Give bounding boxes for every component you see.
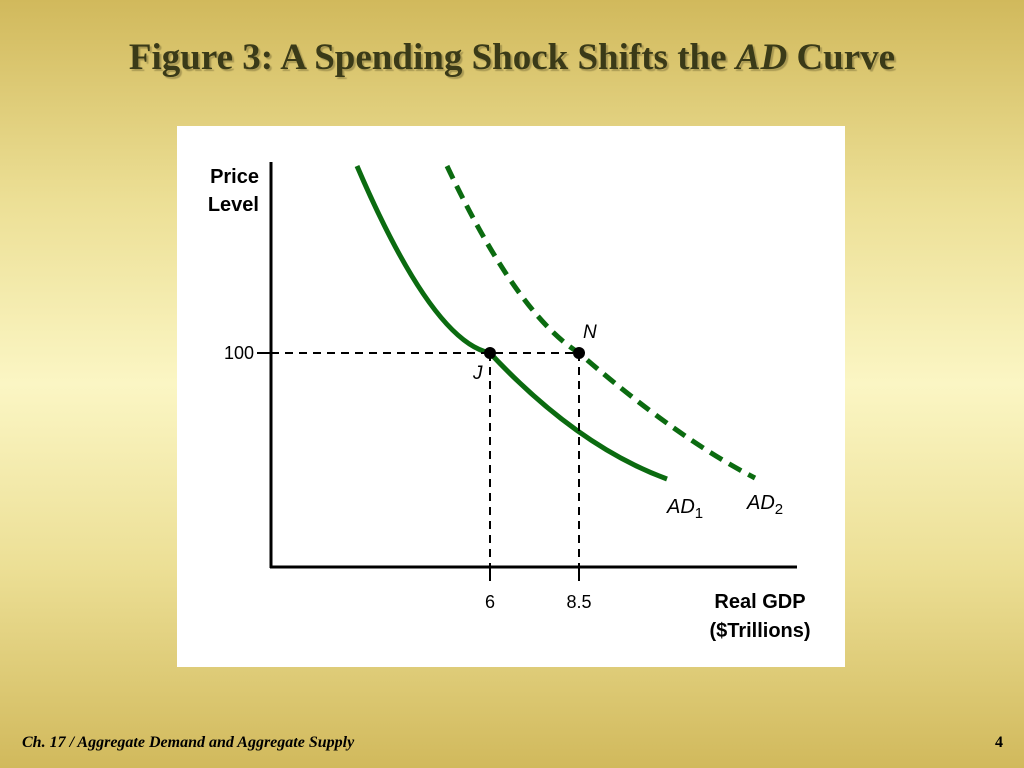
title-prefix: Figure 3: A Spending Shock Shifts the xyxy=(128,37,736,78)
chart-panel: 6 8.5 100 J N AD1 AD2 Price Level Real GDP ($Trill… xyxy=(177,126,845,667)
ad2-curve xyxy=(444,164,757,481)
point-n-label: N xyxy=(583,322,597,343)
ad-shift-chart: 6 8.5 100 J N AD1 AD2 Price Level Real GDP ($Trill… xyxy=(208,162,811,642)
ad1-label: AD1 xyxy=(666,496,703,522)
y-tick-label-0: 100 xyxy=(224,343,254,363)
x-tick-label-1: 8.5 xyxy=(566,592,591,612)
point-n-marker xyxy=(573,347,585,359)
page-number: 4 xyxy=(995,734,1003,751)
ad1-curve xyxy=(354,165,668,482)
y-axis-title-line1: Price xyxy=(210,166,259,188)
y-axis-title-line2: Level xyxy=(208,194,259,216)
title-italic: AD xyxy=(735,37,788,78)
point-j-marker xyxy=(484,347,496,359)
footer-text: Ch. 17 / Aggregate Demand and Aggregate … xyxy=(22,734,355,751)
title-suffix: Curve xyxy=(787,37,896,78)
x-tick-label-0: 6 xyxy=(485,592,495,612)
point-j-label: J xyxy=(472,363,483,384)
ad2-label: AD2 xyxy=(746,492,783,518)
slide-title: Figure 3: A Spending Shock Shifts the AD… xyxy=(0,36,1024,79)
x-axis-title-line2: ($Trillions) xyxy=(709,620,810,642)
x-axis-title-line1: Real GDP xyxy=(714,591,805,613)
